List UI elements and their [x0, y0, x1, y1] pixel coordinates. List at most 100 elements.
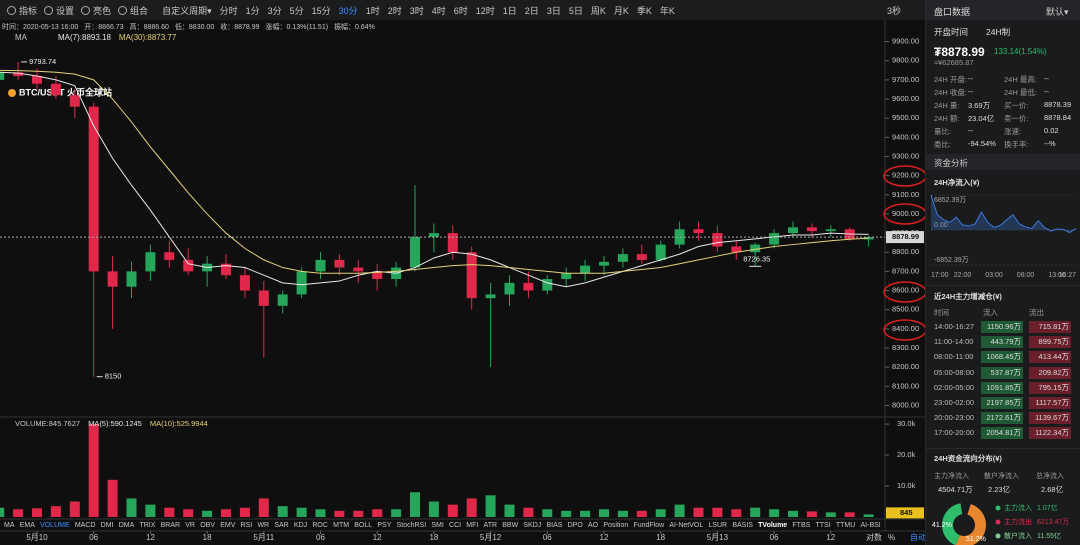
toolbar-button[interactable]: 指标 [7, 4, 37, 17]
indicator-tab[interactable]: TVolume [758, 522, 787, 529]
info-value: 8830.00 [189, 24, 214, 31]
period-button[interactable]: 3分 [267, 5, 282, 16]
volume-bar [334, 510, 345, 517]
indicator-tab[interactable]: DMA [119, 522, 135, 529]
volume-bar [391, 509, 402, 517]
indicator-tab[interactable]: DMI [101, 522, 114, 529]
period-button[interactable]: 12时 [475, 5, 495, 16]
indicator-tab[interactable]: ATR [484, 522, 497, 529]
axis-option[interactable]: 对数 [866, 532, 882, 542]
toolbar-button[interactable]: 组合 [118, 4, 148, 17]
indicator-tab[interactable]: Position [603, 522, 628, 529]
volume-bar [750, 507, 761, 517]
period-button[interactable]: 5日 [568, 5, 583, 16]
toolbar-button[interactable]: 亮色 [81, 4, 111, 17]
indicator-tab[interactable]: AO [588, 522, 599, 529]
volume-bar [485, 495, 496, 517]
period-button[interactable]: 1日 [502, 5, 517, 16]
indicator-tab[interactable]: SAR [274, 522, 288, 529]
table-cell: 08:00-11:00 [934, 352, 974, 362]
period-button[interactable]: 2时 [387, 5, 402, 16]
x-tick-label: 12 [600, 533, 609, 542]
candle-body [636, 254, 647, 260]
indicator-tab[interactable]: FundFlow [633, 522, 665, 529]
indicator-tab[interactable]: BIAS [546, 522, 562, 529]
period-button[interactable]: 1时 [365, 5, 380, 16]
period-button[interactable]: 15分 [311, 5, 331, 16]
candle-body [750, 244, 761, 253]
period-button[interactable]: 季K [636, 5, 652, 16]
indicator-tab[interactable]: AI-BSI [861, 522, 881, 529]
indicator-tab[interactable]: MACD [75, 522, 96, 529]
indicator-tab[interactable]: RSI [241, 522, 253, 529]
indicator-name: MA [15, 33, 28, 42]
indicator-tab[interactable]: WR [257, 522, 269, 529]
volume-bar [183, 509, 194, 517]
pie-slice [955, 504, 986, 545]
indicator-tab[interactable]: MA [4, 522, 15, 529]
indicator-tab[interactable]: TRIX [139, 522, 155, 529]
indicator-tab[interactable]: OBV [200, 522, 215, 529]
period-button[interactable]: 周K [590, 5, 606, 16]
indicator-tab[interactable]: EMA [20, 522, 36, 529]
indicator-tab[interactable]: TTMU [836, 522, 855, 529]
indicator-tab[interactable]: LSUR [708, 522, 727, 529]
table-cell: 795.15万 [1029, 381, 1071, 394]
candle-body [258, 290, 269, 306]
indicator-tab[interactable]: SKDJ [523, 522, 541, 529]
axis-option[interactable]: % [888, 533, 895, 542]
volume-bar [315, 509, 326, 517]
indicator-tab[interactable]: BOLL [354, 522, 372, 529]
volume-bar [164, 507, 175, 517]
info-label: 收： [220, 22, 234, 31]
period-button[interactable]: 4时 [431, 5, 446, 16]
indicator-tab[interactable]: MFI [466, 522, 478, 529]
indicator-tab[interactable]: VOLUME [40, 522, 70, 529]
panel-tab[interactable]: 开盘时间 [934, 27, 969, 37]
indicator-tab[interactable]: VR [185, 522, 195, 529]
volume-bar [599, 509, 609, 517]
indicator-tab[interactable]: BASIS [732, 522, 753, 529]
panel-tab[interactable]: 24H制 [986, 27, 1011, 37]
x-tick-label: 5月13 [707, 533, 729, 542]
indicator-tab[interactable]: MTM [333, 522, 349, 529]
y-tick-label: 8400.00 [892, 324, 919, 333]
period-button[interactable]: 2日 [524, 5, 539, 16]
period-button[interactable]: 月K [613, 5, 629, 16]
period-button[interactable]: 3时 [409, 5, 424, 16]
indicator-tab[interactable]: TTSI [815, 522, 830, 529]
volume-bar [428, 501, 439, 517]
panel-mode[interactable]: 默认▾ [1046, 7, 1069, 17]
indicator-tab[interactable]: DPO [568, 522, 584, 529]
period-button[interactable]: 分时 [219, 5, 238, 16]
x-tick-label: 12 [373, 533, 382, 542]
candle-body [655, 244, 666, 260]
period-button[interactable]: 3日 [546, 5, 561, 16]
indicator-tab[interactable]: ROC [312, 522, 328, 529]
table-cell: 02:00-05:00 [934, 382, 975, 392]
indicator-tab[interactable]: BBW [502, 522, 518, 529]
indicator-tab[interactable]: SMI [431, 522, 444, 529]
indicator-tab[interactable]: KDJ [294, 522, 307, 529]
table-header: 流出 [1029, 308, 1044, 317]
indicator-tab[interactable]: BRAR [161, 522, 180, 529]
indicator-tab[interactable]: EMV [220, 522, 236, 529]
period-button[interactable]: 5分 [289, 5, 304, 16]
indicator-tab[interactable]: AI-NetVOL [669, 522, 703, 529]
legend-dot [995, 533, 1001, 539]
volume-bar [655, 509, 666, 517]
indicator-tab[interactable]: CCI [449, 522, 461, 529]
period-button[interactable]: 1分 [245, 5, 260, 16]
volume-bar [410, 492, 420, 517]
indicator-tab[interactable]: StochRSI [397, 522, 427, 529]
toolbar-button[interactable]: 设置 [44, 4, 74, 17]
custom-period[interactable]: 自定义周期▾ [162, 5, 212, 16]
indicator-tab[interactable]: PSY [377, 522, 391, 529]
period-button[interactable]: 6时 [453, 5, 468, 16]
volume-bar [239, 507, 250, 517]
legend-name: 散户流入 [1004, 531, 1032, 540]
period-button[interactable]: 30分 [338, 5, 358, 16]
axis-option[interactable]: 自动 [910, 532, 925, 542]
period-button[interactable]: 年K [659, 5, 675, 16]
indicator-tab[interactable]: FTBS [792, 522, 810, 529]
